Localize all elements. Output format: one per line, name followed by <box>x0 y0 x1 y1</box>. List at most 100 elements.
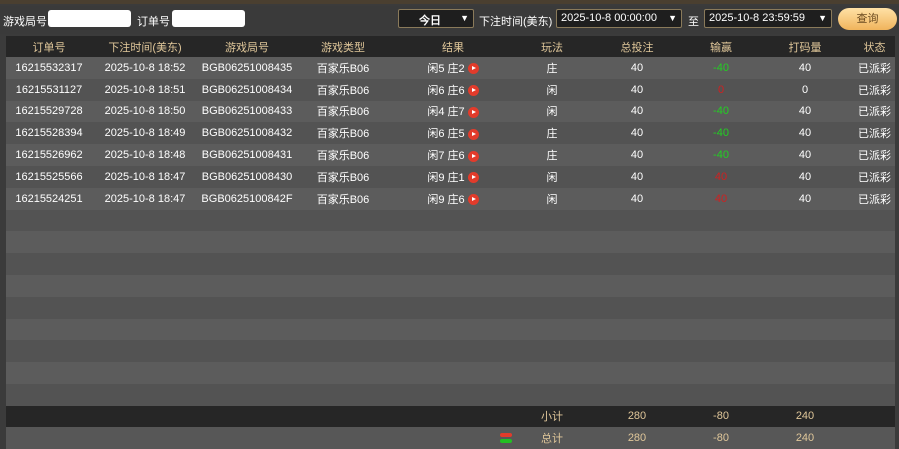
total-label: 总计 <box>516 426 588 449</box>
play-video-icon[interactable] <box>467 107 479 119</box>
cell-3: 百家乐B06 <box>296 144 390 166</box>
cell-text: 40 <box>714 170 728 183</box>
empty-cell <box>6 340 895 363</box>
cell-text: 16215526962 <box>15 149 83 162</box>
game-round-label: 游戏局号 <box>3 16 47 28</box>
play-video-icon[interactable] <box>467 128 479 140</box>
cell-8: 40 <box>756 144 854 166</box>
cell-5: 庄 <box>516 122 588 145</box>
cell-text: 0 <box>801 83 809 96</box>
chevron-down-icon: ▼ <box>818 13 827 23</box>
table-row[interactable]: 16215528394 2025-10-8 18:49 BGB06251008432… <box>6 122 895 145</box>
column-header: 游戏类型 <box>296 36 390 57</box>
cell-9: 已派彩 <box>854 187 895 210</box>
total-turnover: 240 <box>756 426 854 449</box>
start-time-select[interactable]: 2025-10-8 00:00:00 ▼ <box>556 9 682 28</box>
cell-text: 已派彩 <box>858 128 891 141</box>
cell-text: BGB06251008431 <box>201 149 293 162</box>
cell-2: BGB06251008430 <box>198 165 296 188</box>
cell-text: 闲4 庄7 <box>427 106 465 119</box>
column-header: 游戏局号 <box>198 36 296 57</box>
cell-3: 百家乐B06 <box>296 100 390 123</box>
cell-text: 庄 <box>546 128 558 141</box>
play-video-icon[interactable] <box>467 194 479 206</box>
cell-2: BGB06251008434 <box>198 78 296 101</box>
cell-4: 闲4 庄7 <box>390 100 516 123</box>
table-row[interactable]: 16215532317 2025-10-8 18:52 BGB06251008435… <box>6 57 895 79</box>
game-round-input[interactable] <box>48 10 131 27</box>
subtotal-bet: 280 <box>588 405 686 427</box>
cell-6: 40 <box>588 187 686 210</box>
cell-7: -40 <box>686 100 756 123</box>
cell-8: 40 <box>756 122 854 145</box>
end-value: 2025-10-8 23:59:59 <box>709 12 806 24</box>
column-header: 总投注 <box>588 36 686 57</box>
table-row[interactable]: 16215531127 2025-10-8 18:51 BGB06251008434… <box>6 78 895 101</box>
play-video-icon[interactable] <box>467 85 479 97</box>
empty-row <box>6 318 895 341</box>
cell-4: 闲6 庄5 <box>390 122 516 145</box>
cell-3: 百家乐B06 <box>296 57 390 79</box>
cell-text: 40 <box>798 192 812 205</box>
empty-cell <box>6 274 895 297</box>
spacer <box>6 426 390 449</box>
cell-text: 已派彩 <box>858 106 891 119</box>
cell-text: 百家乐B06 <box>316 84 370 97</box>
spacer <box>854 405 895 427</box>
table-row[interactable]: 16215525566 2025-10-8 18:47 BGB06251008430… <box>6 165 895 188</box>
cell-6: 40 <box>588 165 686 188</box>
empty-row <box>6 340 895 363</box>
cell-text: 40 <box>798 170 812 183</box>
refresh-swap-icon[interactable] <box>500 432 512 444</box>
cell-1: 2025-10-8 18:48 <box>92 144 198 166</box>
play-video-icon[interactable] <box>467 63 479 75</box>
cell-text: 闲7 庄6 <box>427 150 465 163</box>
play-video-icon[interactable] <box>467 150 479 162</box>
order-input[interactable] <box>172 10 245 27</box>
cell-2: BGB06251008435 <box>198 57 296 79</box>
table-row[interactable]: 16215524251 2025-10-8 18:47 BGB0625100842F… <box>6 187 895 210</box>
cell-text: 百家乐B06 <box>316 193 370 206</box>
cell-text: -40 <box>713 61 729 74</box>
cell-text: 百家乐B06 <box>316 128 370 141</box>
cell-text: 16215528394 <box>15 127 83 140</box>
cell-text: 闲9 庄6 <box>427 193 465 206</box>
range-value: 今日 <box>419 15 441 27</box>
cell-text: -40 <box>713 105 729 118</box>
cell-2: BGB0625100842F <box>198 187 296 210</box>
cell-text: 闲6 庄6 <box>427 84 465 97</box>
cell-text: 已派彩 <box>858 193 891 206</box>
cell-text: 2025-10-8 18:52 <box>104 61 186 74</box>
query-button[interactable]: 查询 <box>838 8 897 30</box>
cell-0: 16215532317 <box>6 57 92 79</box>
cell-9: 已派彩 <box>854 100 895 123</box>
cell-6: 40 <box>588 122 686 145</box>
cell-text: 已派彩 <box>858 171 891 184</box>
cell-text: 2025-10-8 18:50 <box>104 105 186 118</box>
end-time-select[interactable]: 2025-10-8 23:59:59 ▼ <box>704 9 832 28</box>
cell-9: 已派彩 <box>854 165 895 188</box>
cell-1: 2025-10-8 18:47 <box>92 165 198 188</box>
cell-5: 闲 <box>516 165 588 188</box>
cell-2: BGB06251008432 <box>198 122 296 145</box>
column-header: 订单号 <box>6 36 92 57</box>
subtotal-label: 小计 <box>516 405 588 427</box>
table-row[interactable]: 16215529728 2025-10-8 18:50 BGB06251008433… <box>6 100 895 123</box>
empty-cell <box>6 253 895 275</box>
range-select[interactable]: 今日 ▼ <box>398 9 474 28</box>
empty-cell <box>6 209 895 232</box>
cell-text: 2025-10-8 18:48 <box>104 149 186 162</box>
cell-0: 16215525566 <box>6 165 92 188</box>
cell-1: 2025-10-8 18:51 <box>92 78 198 101</box>
cell-text: 闲 <box>546 171 558 184</box>
cell-text: 庄 <box>546 150 558 163</box>
cell-1: 2025-10-8 18:52 <box>92 57 198 79</box>
cell-text: 百家乐B06 <box>316 106 370 119</box>
play-video-icon[interactable] <box>467 172 479 184</box>
cell-text: 40 <box>630 127 644 140</box>
cell-text: 40 <box>714 192 728 205</box>
cell-text: 40 <box>798 61 812 74</box>
table-row[interactable]: 16215526962 2025-10-8 18:48 BGB06251008431… <box>6 144 895 166</box>
cell-6: 40 <box>588 144 686 166</box>
empty-row <box>6 253 895 275</box>
